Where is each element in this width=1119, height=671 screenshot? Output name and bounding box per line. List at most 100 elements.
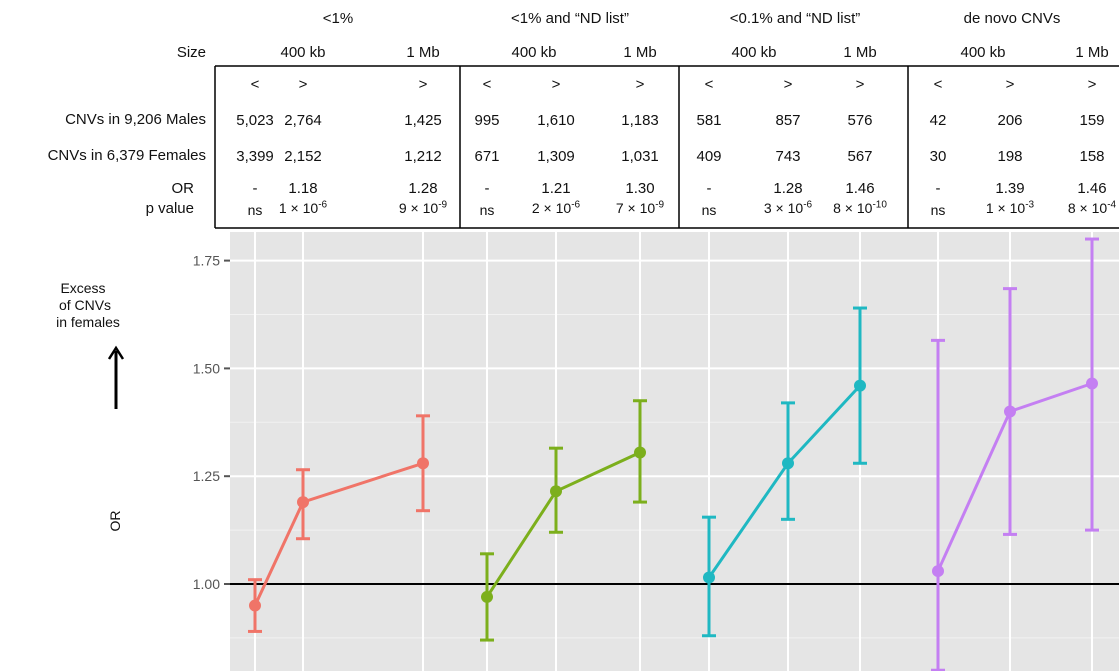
group-header: <0.1% and “ND list” bbox=[729, 10, 861, 27]
y-tick-label: 1.00 bbox=[193, 576, 220, 592]
annotation-line: of CNVs bbox=[58, 297, 112, 313]
comparison-symbol: > bbox=[635, 76, 645, 93]
y-axis-label: OR bbox=[107, 511, 123, 532]
data-point bbox=[417, 457, 429, 470]
row-label-or: OR bbox=[171, 180, 195, 197]
cell-females-count: 3,399 bbox=[236, 148, 274, 165]
y-tick-label: 1.75 bbox=[193, 253, 220, 269]
cell-females-count: 1,309 bbox=[537, 148, 575, 165]
cell-males-count: 159 bbox=[1079, 112, 1105, 129]
cell-females-count: 30 bbox=[929, 148, 947, 165]
cell-females-count: 198 bbox=[997, 148, 1023, 165]
cell-males-count: 857 bbox=[775, 112, 801, 129]
cell-females-count: 1,031 bbox=[621, 148, 659, 165]
size-value: 400 kb bbox=[280, 44, 326, 61]
comparison-symbol: > bbox=[1087, 76, 1097, 93]
data-point bbox=[1004, 405, 1016, 418]
cell-females-count: 158 bbox=[1079, 148, 1105, 165]
cell-p-value: 8 × 10-4 bbox=[1067, 199, 1117, 216]
cell-or-value: - bbox=[252, 180, 258, 197]
up-arrow-icon bbox=[107, 345, 125, 409]
comparison-symbol: > bbox=[551, 76, 561, 93]
cell-p-value: 3 × 10-6 bbox=[763, 199, 813, 216]
cell-p-value: ns bbox=[247, 202, 263, 218]
comparison-symbol: > bbox=[298, 76, 308, 93]
cell-males-count: 576 bbox=[847, 112, 873, 129]
annotation-line: Excess bbox=[60, 280, 106, 296]
comparison-symbol: < bbox=[250, 76, 260, 93]
size-value: 400 kb bbox=[731, 44, 777, 61]
cell-females-count: 743 bbox=[775, 148, 801, 165]
cell-females-count: 1,212 bbox=[404, 148, 442, 165]
row-label-males: CNVs in 9,206 Males bbox=[65, 111, 206, 128]
data-point bbox=[297, 496, 309, 509]
cell-or-value: 1.39 bbox=[995, 180, 1025, 197]
cell-males-count: 1,425 bbox=[404, 112, 442, 129]
cell-or-value: 1.28 bbox=[773, 180, 803, 197]
data-point bbox=[703, 571, 715, 584]
cell-females-count: 2,152 bbox=[284, 148, 322, 165]
cell-or-value: 1.21 bbox=[541, 180, 571, 197]
y-tick-label: 1.25 bbox=[193, 468, 220, 484]
data-point bbox=[249, 599, 261, 612]
size-value: 400 kb bbox=[511, 44, 557, 61]
group-header: <1% bbox=[322, 10, 354, 27]
comparison-symbol: < bbox=[482, 76, 492, 93]
cell-p-value: 2 × 10-6 bbox=[531, 199, 581, 216]
cell-or-value: - bbox=[706, 180, 712, 197]
cell-males-count: 5,023 bbox=[236, 112, 274, 129]
size-value: 1 Mb bbox=[843, 44, 877, 61]
row-label-females: CNVs in 6,379 Females bbox=[47, 147, 206, 164]
size-label: Size bbox=[176, 44, 206, 61]
comparison-symbol: > bbox=[418, 76, 428, 93]
cell-females-count: 567 bbox=[847, 148, 873, 165]
group-header: <1% and “ND list” bbox=[511, 10, 629, 27]
annotation-line: in females bbox=[56, 314, 120, 330]
cell-p-value: 7 × 10-9 bbox=[615, 199, 665, 216]
comparison-symbol: < bbox=[933, 76, 943, 93]
row-label-p: p value bbox=[145, 200, 194, 217]
cell-or-value: 1.18 bbox=[288, 180, 318, 197]
cell-or-value: 1.46 bbox=[1077, 180, 1107, 197]
cell-males-count: 581 bbox=[696, 112, 722, 129]
cell-p-value: ns bbox=[479, 202, 495, 218]
data-point bbox=[854, 379, 866, 392]
cell-p-value: 1 × 10-3 bbox=[985, 199, 1035, 216]
comparison-symbol: > bbox=[1005, 76, 1015, 93]
size-value: 1 Mb bbox=[623, 44, 657, 61]
cell-or-value: - bbox=[935, 180, 941, 197]
comparison-symbol: > bbox=[855, 76, 865, 93]
data-point bbox=[550, 485, 562, 498]
cell-p-value: 1 × 10-6 bbox=[278, 199, 328, 216]
cell-males-count: 1,610 bbox=[537, 112, 575, 129]
data-point bbox=[481, 590, 493, 603]
plot-background bbox=[230, 232, 1119, 671]
cell-males-count: 995 bbox=[474, 112, 500, 129]
cell-males-count: 206 bbox=[997, 112, 1023, 129]
data-point bbox=[782, 457, 794, 470]
comparison-symbol: > bbox=[783, 76, 793, 93]
data-point bbox=[932, 565, 944, 578]
data-point bbox=[634, 446, 646, 459]
cell-females-count: 671 bbox=[474, 148, 500, 165]
y-tick-label: 1.50 bbox=[193, 360, 220, 376]
cell-or-value: 1.46 bbox=[845, 180, 875, 197]
cell-males-count: 42 bbox=[929, 112, 947, 129]
cell-males-count: 1,183 bbox=[621, 112, 659, 129]
cell-females-count: 409 bbox=[696, 148, 722, 165]
cell-p-value: 8 × 10-10 bbox=[833, 199, 887, 216]
data-point bbox=[1086, 377, 1098, 390]
cell-p-value: ns bbox=[701, 202, 717, 218]
size-value: 1 Mb bbox=[1075, 44, 1109, 61]
group-header: de novo CNVs bbox=[963, 10, 1061, 27]
cell-p-value: 9 × 10-9 bbox=[398, 199, 448, 216]
size-value: 1 Mb bbox=[406, 44, 440, 61]
cell-or-value: 1.28 bbox=[408, 180, 438, 197]
size-value: 400 kb bbox=[960, 44, 1006, 61]
cell-males-count: 2,764 bbox=[284, 112, 322, 129]
cell-p-value: ns bbox=[930, 202, 946, 218]
cell-or-value: 1.30 bbox=[625, 180, 655, 197]
cell-or-value: - bbox=[484, 180, 490, 197]
comparison-symbol: < bbox=[704, 76, 714, 93]
